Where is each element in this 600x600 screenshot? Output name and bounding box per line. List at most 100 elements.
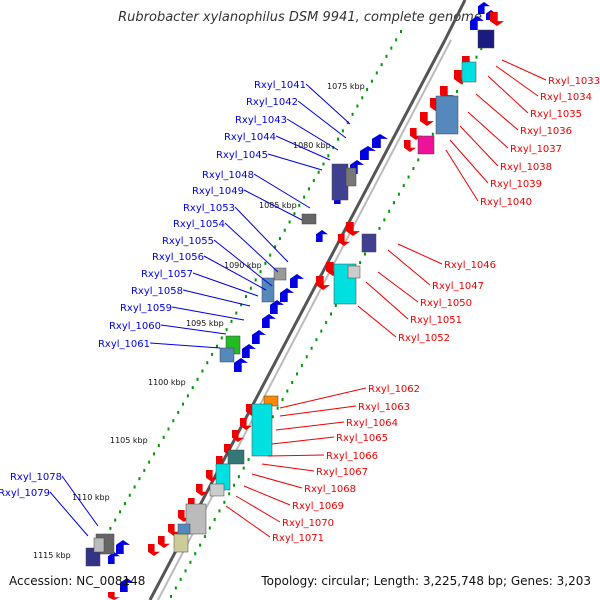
gene-label[interactable]: Rxyl_1068 xyxy=(304,484,356,495)
gene-label[interactable]: Rxyl_1037 xyxy=(510,144,562,155)
gene-label[interactable]: Rxyl_1066 xyxy=(326,451,378,462)
gene-feature-box[interactable] xyxy=(251,403,273,457)
gene-arrow[interactable] xyxy=(470,16,484,30)
gene-label[interactable]: Rxyl_1079 xyxy=(0,488,50,499)
gene-label[interactable]: Rxyl_1067 xyxy=(316,467,368,478)
gene-label[interactable]: Rxyl_1069 xyxy=(292,501,344,512)
gene-label[interactable]: Rxyl_1043 xyxy=(235,115,287,126)
gene-arrow[interactable] xyxy=(316,230,328,242)
gene-feature-box[interactable] xyxy=(331,163,349,201)
gene-feature-box[interactable] xyxy=(261,277,275,303)
kbp-dot xyxy=(172,419,175,423)
gene-label[interactable]: Rxyl_1051 xyxy=(410,315,462,326)
gene-arrow[interactable] xyxy=(168,524,180,536)
gene-arrow[interactable] xyxy=(270,300,284,314)
gene-label[interactable]: Rxyl_1056 xyxy=(152,252,204,263)
gene-arrow[interactable] xyxy=(262,314,276,328)
gene-label[interactable]: Rxyl_1065 xyxy=(336,433,388,444)
gene-leader-line xyxy=(279,387,367,409)
gene-label[interactable]: Rxyl_1038 xyxy=(500,162,552,173)
gene-label[interactable]: Rxyl_1040 xyxy=(480,197,532,208)
gene-label[interactable]: Rxyl_1078 xyxy=(10,472,62,483)
gene-feature-box[interactable] xyxy=(209,483,225,497)
gene-leader-line xyxy=(253,173,311,209)
gene-arrow[interactable] xyxy=(280,288,294,302)
gene-feature-box[interactable] xyxy=(185,503,207,535)
gene-arrow[interactable] xyxy=(346,222,360,236)
gene-label[interactable]: Rxyl_1046 xyxy=(444,260,496,271)
kbp-dot xyxy=(237,475,240,479)
gene-feature-box[interactable] xyxy=(417,135,435,155)
gene-label[interactable]: Rxyl_1053 xyxy=(183,203,235,214)
gene-label[interactable]: Rxyl_1036 xyxy=(520,126,572,137)
gene-arrow[interactable] xyxy=(148,544,160,556)
gene-arrow[interactable] xyxy=(232,430,244,442)
gene-label[interactable]: Rxyl_1071 xyxy=(272,533,324,544)
gene-arrow[interactable] xyxy=(206,470,218,482)
gene-leader-line xyxy=(213,239,273,287)
gene-label[interactable]: Rxyl_1060 xyxy=(109,321,161,332)
gene-label[interactable]: Rxyl_1061 xyxy=(98,339,150,350)
gene-label[interactable]: Rxyl_1062 xyxy=(368,384,420,395)
gene-arrow[interactable] xyxy=(338,234,350,246)
gene-arrow[interactable] xyxy=(116,540,130,554)
gene-label[interactable]: Rxyl_1050 xyxy=(420,298,472,309)
gene-feature-box[interactable] xyxy=(85,547,101,567)
kbp-dot xyxy=(245,295,247,298)
gene-label[interactable]: Rxyl_1063 xyxy=(358,402,410,413)
gene-feature-box[interactable] xyxy=(301,213,317,225)
gene-label[interactable]: Rxyl_1057 xyxy=(141,269,193,280)
gene-label[interactable]: Rxyl_1070 xyxy=(282,518,334,529)
gene-feature-box[interactable] xyxy=(219,347,235,363)
gene-feature-box[interactable] xyxy=(347,265,361,279)
gene-feature-box[interactable] xyxy=(177,523,191,535)
gene-arrow[interactable] xyxy=(120,578,134,592)
gene-label[interactable]: Rxyl_1054 xyxy=(173,219,225,230)
gene-label[interactable]: Rxyl_1049 xyxy=(192,186,244,197)
gene-arrow[interactable] xyxy=(404,140,416,152)
gene-label[interactable]: Rxyl_1041 xyxy=(254,80,306,91)
kbp-dot xyxy=(196,377,199,381)
gene-arrow[interactable] xyxy=(290,274,304,288)
gene-label[interactable]: Rxyl_1044 xyxy=(224,132,276,143)
gene-feature-box[interactable] xyxy=(227,449,245,465)
gene-feature-box[interactable] xyxy=(173,533,189,553)
gene-arrow[interactable] xyxy=(478,2,490,14)
gene-arrow[interactable] xyxy=(372,134,388,148)
gene-arrow[interactable] xyxy=(420,112,434,126)
gene-feature-box[interactable] xyxy=(461,61,477,83)
gene-leader-line xyxy=(365,281,409,320)
gene-label[interactable]: Rxyl_1033 xyxy=(548,76,600,87)
gene-label[interactable]: Rxyl_1042 xyxy=(246,97,298,108)
gene-label[interactable]: Rxyl_1059 xyxy=(120,303,172,314)
gene-arrow[interactable] xyxy=(360,146,376,160)
gene-feature-box[interactable] xyxy=(93,537,105,553)
gene-arrow[interactable] xyxy=(242,344,256,358)
kbp-dot xyxy=(143,468,146,472)
gene-label[interactable]: Rxyl_1035 xyxy=(530,109,582,120)
gene-arrow[interactable] xyxy=(196,484,208,496)
gene-label[interactable]: Rxyl_1045 xyxy=(216,150,268,161)
gene-feature-box[interactable] xyxy=(345,167,357,187)
gene-label[interactable]: Rxyl_1064 xyxy=(346,418,398,429)
gene-feature-box[interactable] xyxy=(477,29,495,49)
gene-label[interactable]: Rxyl_1058 xyxy=(131,286,183,297)
gene-arrow[interactable] xyxy=(234,358,248,372)
gene-label[interactable]: Rxyl_1039 xyxy=(490,179,542,190)
gene-label[interactable]: Rxyl_1048 xyxy=(202,170,254,181)
gene-feature-box[interactable] xyxy=(361,233,377,253)
gene-arrow[interactable] xyxy=(490,12,504,26)
gene-arrow[interactable] xyxy=(252,330,266,344)
gene-arrow[interactable] xyxy=(240,418,252,430)
gene-label[interactable]: Rxyl_1047 xyxy=(432,281,484,292)
gene-label[interactable]: Rxyl_1055 xyxy=(162,236,214,247)
gene-arrow[interactable] xyxy=(108,592,120,600)
gene-feature-box[interactable] xyxy=(435,95,459,135)
gene-arrow[interactable] xyxy=(158,536,170,548)
kbp-dot xyxy=(315,338,318,342)
gene-arrow[interactable] xyxy=(108,552,120,564)
gene-arrow[interactable] xyxy=(316,276,330,290)
gene-label[interactable]: Rxyl_1034 xyxy=(540,92,592,103)
gene-leader-line xyxy=(243,485,291,506)
gene-label[interactable]: Rxyl_1052 xyxy=(398,333,450,344)
